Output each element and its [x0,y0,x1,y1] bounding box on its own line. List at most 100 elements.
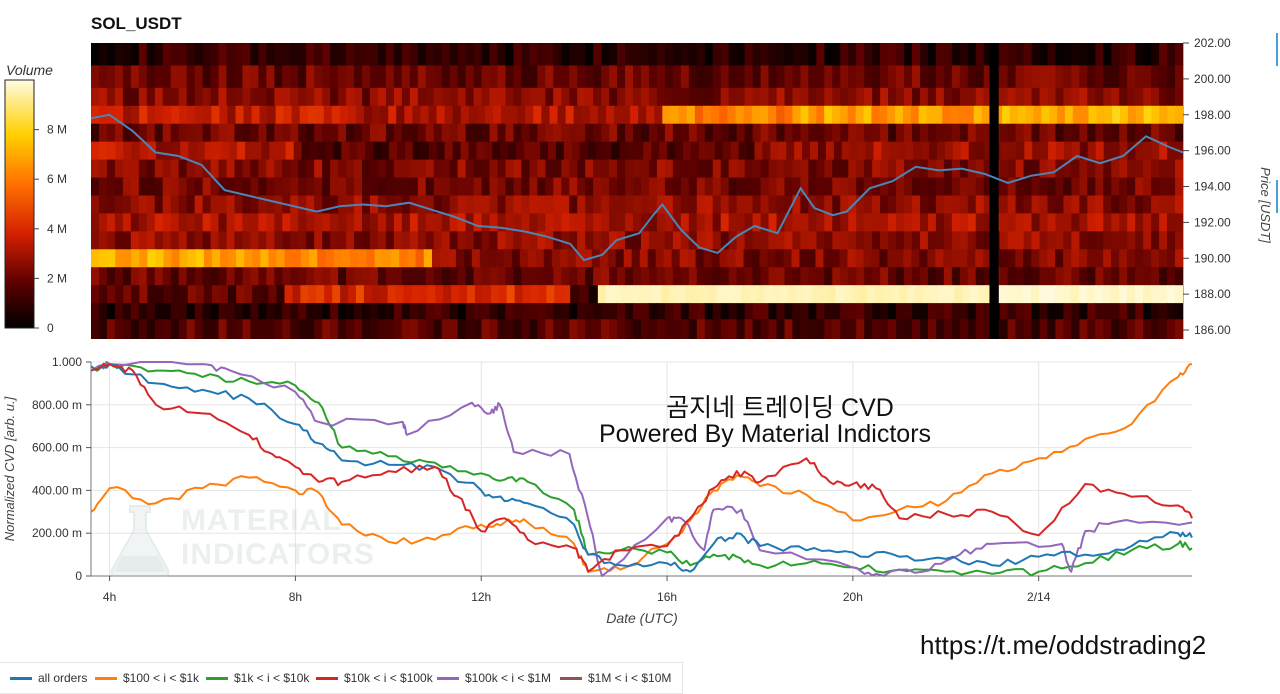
heatmap-cell [1111,123,1120,143]
heatmap-cell [872,231,881,250]
heatmap-cell [170,43,180,67]
heatmap-cell [513,65,523,89]
heatmap-cell [617,195,626,215]
telegram-link[interactable]: https://t.me/oddstrading2 [920,630,1207,660]
heatmap-cell [752,87,762,107]
heatmap-cell [341,141,350,161]
heatmap-cell [569,267,578,286]
heatmap-cell [1119,141,1129,161]
heatmap-cell [338,319,347,339]
heatmap-cell [688,195,698,215]
heatmap-cell [656,303,666,320]
heatmap-cell [276,249,286,268]
heatmap-cell [1143,231,1152,250]
heatmap-cell [346,123,355,143]
heatmap-cell [298,65,307,89]
heatmap-cell [561,43,570,67]
legend-item[interactable]: $1k < i < $10k [206,669,309,687]
heatmap-cell [840,159,849,179]
heatmap-cell [569,213,578,232]
legend-item[interactable]: $1M < i < $10M [560,669,671,687]
heatmap-cell [983,43,993,67]
heatmap-cell [744,195,754,215]
heatmap-cell [482,285,492,304]
heatmap-cell [417,213,427,232]
price-axis: 202.00200.00198.00196.00194.00192.00190.… [1183,33,1278,339]
heatmap-cell [904,303,913,320]
heatmap-cell [242,231,252,250]
heatmap-cell [760,43,770,67]
heatmap-cell [1151,249,1160,268]
heatmap-cell [1079,159,1088,179]
heatmap-cell [927,87,937,107]
heatmap-cell [420,141,430,161]
heatmap-cell [998,285,1008,304]
heatmap-cell [973,105,983,125]
heatmap-cell [736,159,746,179]
heatmap-cell [975,213,985,232]
heatmap-cell [409,159,419,179]
heatmap-cell [1023,177,1033,197]
heatmap-cell [688,267,698,286]
heatmap-cell [322,195,331,215]
heatmap-cell [569,303,578,320]
heatmap-cell [529,123,538,143]
legend-item[interactable]: all orders [10,669,87,687]
legend-item[interactable]: $100k < i < $1M [437,669,551,687]
heatmap-cell [397,141,406,161]
heatmap-cell [545,319,554,339]
heatmap-cell [1079,249,1088,268]
heatmap-cell [457,303,467,320]
heatmap-cell [792,303,801,320]
heatmap-cell [465,65,475,89]
heatmap-cell [680,159,690,179]
heatmap-cell [202,267,212,286]
heatmap-cell [1088,105,1098,125]
heatmap-cell [704,231,714,250]
heatmap-cell [975,267,985,286]
heatmap-cell [409,213,419,232]
heatmap-cell [473,231,483,250]
heatmap-cell [314,65,323,89]
heatmap-cell [194,87,204,107]
heatmap-cell [625,177,634,197]
heatmap-cell [155,249,165,268]
heatmap-cell [346,87,355,107]
heatmap-cell [959,87,969,107]
heatmap-cell [314,43,323,67]
heatmap-cell [306,65,315,89]
heatmap-cell [114,303,124,320]
heatmap-cell [653,285,662,304]
heatmap-cell [1175,87,1183,107]
heatmap-cell [672,123,682,143]
legend-item[interactable]: $100 < i < $1k [95,669,199,687]
legend-item[interactable]: $10k < i < $100k [316,669,433,687]
heatmap-cell [754,141,764,161]
legend-label: $100 < i < $1k [123,671,200,685]
heatmap-cell [493,105,502,125]
heatmap-cell [1055,319,1065,339]
heatmap-cell [322,123,331,143]
heatmap-gap [989,43,999,339]
heatmap-cell [497,303,507,320]
heatmap-cell [372,105,381,125]
heatmap-cell [967,195,977,215]
heatmap-cell [1150,285,1160,304]
heatmap-cell [609,87,618,107]
heatmap-cell [274,319,283,339]
heatmap-cell [433,87,443,107]
heatmap-cell [927,195,937,215]
heatmap-cell [497,177,507,197]
heatmap-cell [720,319,730,339]
heatmap-cell [322,231,331,250]
heatmap-cell [1087,177,1096,197]
heatmap-cell [752,195,762,215]
heatmap-cell [911,159,921,179]
heatmap-cell [561,319,570,339]
heatmap-cell [720,159,730,179]
heatmap-cell [1110,285,1120,304]
heatmap-cell [1023,123,1033,143]
heatmap-cell [226,213,236,232]
heatmap-cell [934,105,943,125]
heatmap-cell [369,213,379,232]
